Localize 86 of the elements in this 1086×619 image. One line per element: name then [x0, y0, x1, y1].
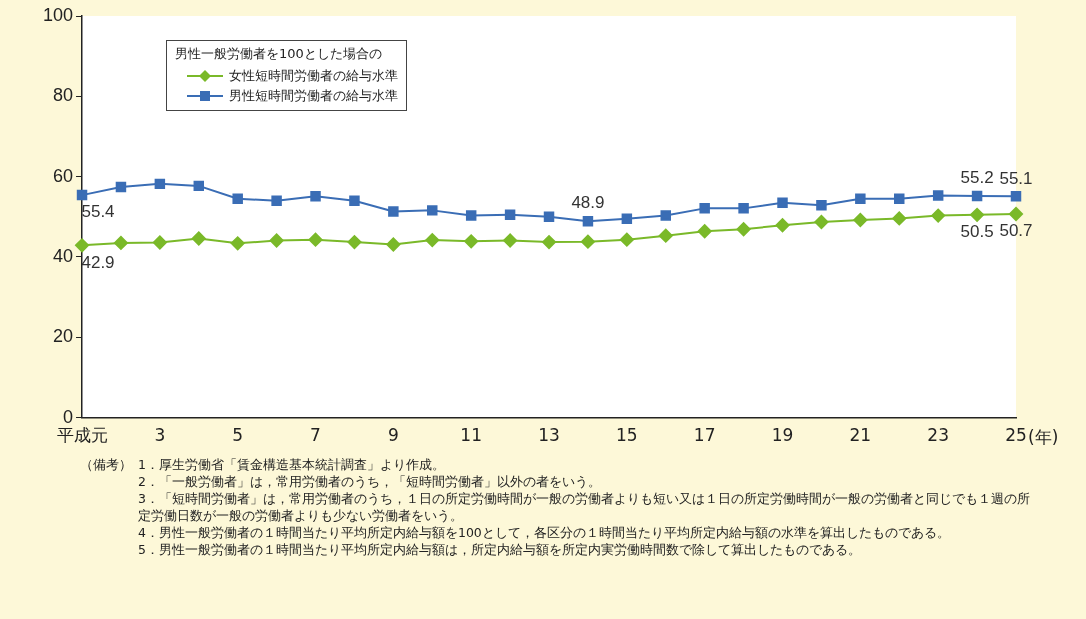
point [349, 195, 360, 206]
point [193, 180, 205, 192]
x-axis-title: (年) [1028, 426, 1059, 447]
x-tick-label: 5 [232, 425, 244, 446]
point [271, 195, 282, 206]
annotation: 50.5 [960, 221, 994, 241]
x-tick-label: 17 [693, 425, 716, 446]
x-tick-label: 平成元 [56, 425, 108, 446]
annotation: 55.1 [999, 168, 1033, 188]
point [699, 203, 710, 214]
point [386, 237, 401, 252]
point [269, 233, 284, 248]
point [853, 213, 868, 228]
point [542, 235, 557, 250]
point [775, 218, 790, 233]
annotation: 48.9 [571, 193, 605, 213]
x-tick-label: 9 [387, 425, 399, 446]
y-tick-label: 40 [53, 245, 74, 266]
point [736, 222, 751, 237]
point [543, 211, 555, 223]
point [816, 199, 827, 211]
text: 1．厚生労働省「賃金構造基本統計調査」より作成。 [138, 456, 446, 473]
point [347, 235, 362, 250]
point [427, 205, 438, 216]
y-tick-label: 100 [42, 4, 74, 25]
text: 3．「短時間労働者」は，常用労働者のうち，１日の所定労働時間が一般の労働者よりも短い又は１日の所定労働時間が一般の労働者と同じでも１週の所定労働日数が一般の労働者よりも少ない労働者をいう。 [138, 490, 1031, 524]
legend-label: 男性短時間労働者の給与水準 [229, 87, 398, 105]
legend-title: 男性一般労働者を100とした場合の [175, 45, 383, 63]
point [970, 207, 985, 222]
point [738, 203, 749, 214]
point [308, 232, 323, 247]
legend-label: 女性短時間労働者の給与水準 [229, 67, 398, 85]
point [232, 193, 243, 204]
point [931, 208, 946, 223]
x-tick-label: 7 [310, 425, 321, 446]
point [191, 231, 206, 246]
point [464, 234, 479, 249]
x-tick-label: 13 [538, 425, 560, 446]
point [580, 234, 595, 249]
point [582, 215, 594, 227]
annotation: 50.7 [999, 221, 1033, 241]
point [1010, 191, 1022, 202]
point [310, 191, 321, 202]
point [388, 206, 399, 217]
x-tick-label: 15 [616, 425, 638, 446]
point [115, 181, 127, 193]
point [503, 233, 518, 248]
point [932, 190, 944, 201]
point [465, 210, 477, 221]
y-tick-label: 20 [53, 326, 74, 347]
point [154, 178, 166, 190]
text: 4．男性一般労働者の１時間当たり平均所定内給与額を100として，各区分の１時間当たり平均所定内給与額の水準を算出したものである。 [138, 524, 951, 541]
point [619, 232, 634, 247]
point [230, 236, 245, 251]
x-tick-label: 21 [849, 425, 872, 446]
point [697, 224, 712, 239]
point [113, 235, 128, 250]
x-tick-label: 19 [771, 425, 794, 446]
point [894, 193, 905, 204]
point [621, 213, 633, 225]
point [425, 233, 440, 248]
point [660, 210, 672, 221]
y-tick-label: 60 [53, 165, 74, 186]
point [1009, 206, 1023, 221]
point [892, 211, 907, 226]
point [971, 190, 983, 202]
point [75, 238, 90, 253]
point [814, 215, 829, 230]
y-tick-label: 0 [63, 406, 74, 427]
text: 5．男性一般労働者の１時間当たり平均所定内給与額は，所定内給与額を所定内実労働時間数で除して算出したものである。 [138, 541, 862, 558]
point [777, 197, 788, 208]
x-tick-label: 3 [154, 425, 166, 446]
point [504, 209, 516, 221]
text: 2．「一般労働者」は，常用労働者のうち，「短時間労働者」以外の者をいう。 [138, 473, 602, 490]
annotation: 55.4 [81, 202, 115, 222]
annotation: 42.9 [81, 252, 115, 272]
point [855, 193, 866, 204]
point [152, 235, 167, 250]
annotation: 55.2 [960, 168, 994, 188]
x-tick-label: 25 [1005, 425, 1027, 446]
point [76, 189, 88, 201]
point [658, 228, 673, 243]
x-tick-label: 11 [460, 425, 483, 446]
x-tick-label: 23 [927, 425, 949, 446]
y-tick-label: 80 [53, 85, 74, 106]
text: （備考） [80, 456, 133, 473]
